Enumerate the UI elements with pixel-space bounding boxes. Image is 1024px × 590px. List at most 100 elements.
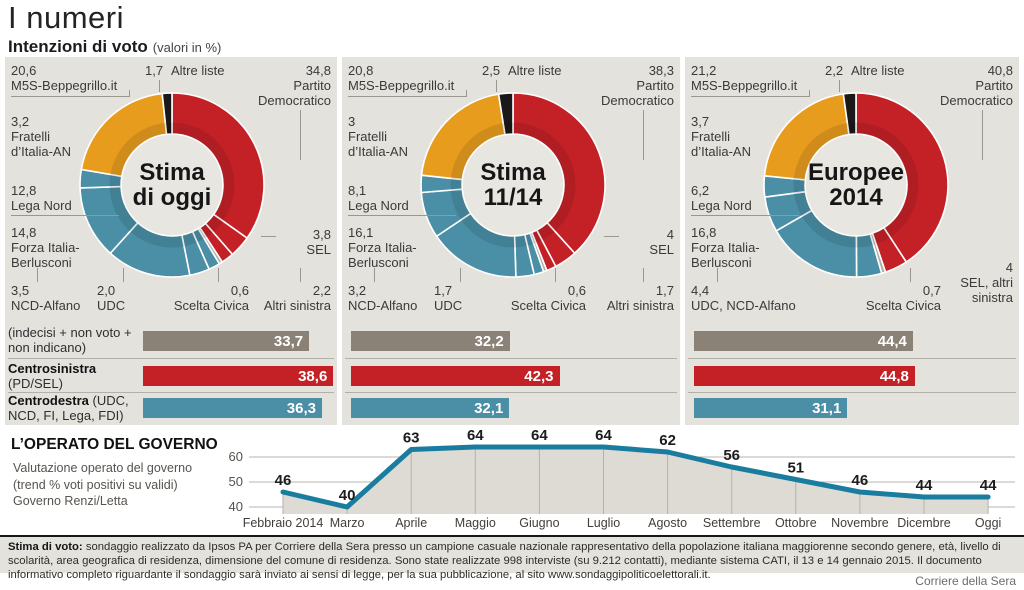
callout-scelta-civica: 0,7 Scelta Civica xyxy=(855,267,941,313)
donut-svg xyxy=(420,92,606,278)
donut-chart: Stima di oggi xyxy=(67,80,277,290)
callout-udc: 2,0 UDC xyxy=(97,267,153,313)
callout-altre-liste: 1,7 Altre liste xyxy=(145,63,225,93)
svg-text:Ottobre: Ottobre xyxy=(775,516,817,530)
callout-altre-liste: 2,2 Altre liste xyxy=(825,63,905,93)
callout-pd: 34,8 Partito Democratico xyxy=(219,63,331,161)
donut-panel-europee-2014: Europee 2014 21,2 M5S-Beppegrillo.it 2,2… xyxy=(685,57,1019,425)
page-title: I numeri xyxy=(8,0,124,35)
svg-text:44: 44 xyxy=(980,477,997,494)
svg-text:40: 40 xyxy=(229,499,243,514)
callout-scelta-civica: 0,6 Scelta Civica xyxy=(163,267,249,313)
callout-lega: 8,1 Lega Nord xyxy=(348,183,456,217)
bar-label-centrodestra: Centrodestra (UDC, NCD, FI, Lega, FDI) xyxy=(8,393,129,423)
bar-value: 32,2 xyxy=(474,332,504,350)
svg-text:Aprile: Aprile xyxy=(395,516,427,530)
footer-text: sondaggio realizzato da Ipsos PA per Cor… xyxy=(8,541,1001,582)
svg-text:60: 60 xyxy=(229,449,243,464)
bar-value: 38,6 xyxy=(298,367,328,385)
svg-text:Agosto: Agosto xyxy=(648,516,687,530)
separator xyxy=(688,392,1016,393)
svg-text:50: 50 xyxy=(229,474,243,489)
callout-pd: 38,3 Partito Democratico xyxy=(562,63,674,161)
chart-title: Intenzioni di voto (valori in %) xyxy=(8,37,221,57)
bar-value: 44,4 xyxy=(877,332,907,350)
footer-lead: Stima di voto: xyxy=(8,541,83,553)
bar-indecisi: 33,7 xyxy=(143,331,310,351)
separator xyxy=(8,358,334,359)
callout-m5s: 20,8 M5S-Beppegrillo.it xyxy=(348,63,518,98)
svg-text:Maggio: Maggio xyxy=(455,516,496,530)
svg-text:Novembre: Novembre xyxy=(831,516,889,530)
government-approval-panel: L’OPERATO DEL GOVERNO Valutazione operat… xyxy=(5,428,1019,532)
svg-text:62: 62 xyxy=(659,432,676,449)
svg-text:63: 63 xyxy=(403,430,420,447)
callout-fi: 16,8 Forza Italia-Berlusconi xyxy=(691,225,760,271)
callout-fi: 16,1 Forza Italia-Berlusconi xyxy=(348,225,417,271)
callout-altre-liste: 2,5 Altre liste xyxy=(482,63,562,93)
callout-altri-sinistra: 1,7 Altri sinistra xyxy=(584,267,674,313)
bar-centrosinistra: 38,6 xyxy=(143,366,334,386)
chart-title-note: (valori in %) xyxy=(152,40,222,55)
bar-centrodestra: 32,1 xyxy=(351,398,510,418)
bar-centrosinistra: 42,3 xyxy=(351,366,560,386)
callout-m5s: 21,2 M5S-Beppegrillo.it xyxy=(691,63,861,98)
callout-lega: 12,8 Lega Nord xyxy=(11,183,119,217)
svg-text:56: 56 xyxy=(723,447,740,464)
bar-value: 32,1 xyxy=(474,399,504,417)
bar-indecisi: 32,2 xyxy=(351,331,510,351)
methodology-note: Stima di voto: sondaggio realizzato da I… xyxy=(0,535,1024,581)
gov-chart-subtitle: Valutazione operato del governo (trend %… xyxy=(13,461,193,508)
separator xyxy=(345,358,677,359)
separator xyxy=(8,392,334,393)
svg-text:Settembre: Settembre xyxy=(703,516,761,530)
donut-panel-stima-1114: Stima 11/14 20,8 M5S-Beppegrillo.it 2,5 … xyxy=(342,57,680,425)
callout-fdi: 3,2 Fratelli d’Italia-AN xyxy=(11,114,71,160)
bar-value: 33,7 xyxy=(273,332,304,350)
bar-centrodestra: 36,3 xyxy=(143,398,322,418)
callout-sel: 3,8 SEL xyxy=(261,227,331,257)
callout-scelta-civica: 0,6 Scelta Civica xyxy=(500,267,586,313)
svg-text:40: 40 xyxy=(339,487,356,504)
bar-indecisi: 44,4 xyxy=(694,331,913,351)
separator xyxy=(345,392,677,393)
svg-text:64: 64 xyxy=(595,428,612,444)
svg-text:Luglio: Luglio xyxy=(587,516,620,530)
callout-udc-ncd: 4,4 UDC, NCD-Alfano xyxy=(691,267,841,313)
callout-udc: 1,7 UDC xyxy=(434,267,490,313)
svg-text:Giugno: Giugno xyxy=(519,516,559,530)
donut-chart: Europee 2014 xyxy=(751,80,961,290)
svg-text:Marzo: Marzo xyxy=(330,516,365,530)
svg-text:Dicembre: Dicembre xyxy=(897,516,951,530)
svg-text:Febbraio 2014: Febbraio 2014 xyxy=(243,516,324,530)
donut-center-label: Stima di oggi xyxy=(132,158,212,211)
svg-text:64: 64 xyxy=(467,428,484,444)
svg-text:Oggi: Oggi xyxy=(975,516,1001,530)
bar-value: 44,8 xyxy=(879,367,909,385)
gov-chart-title: L’OPERATO DEL GOVERNO xyxy=(11,436,218,453)
separator xyxy=(688,358,1016,359)
bar-value: 31,1 xyxy=(812,399,842,417)
callout-ncd: 3,5 NCD-Alfano xyxy=(11,267,103,313)
svg-text:51: 51 xyxy=(787,460,804,477)
bar-value: 36,3 xyxy=(286,399,316,417)
bar-centrodestra: 31,1 xyxy=(694,398,848,418)
bar-label-indecisi: (indecisi + non voto + non indicano) xyxy=(8,325,132,355)
svg-text:46: 46 xyxy=(852,472,869,489)
donut-center-label: Stima 11/14 xyxy=(480,158,546,211)
donut-panel-stima-oggi: Stima di oggi 20,6 M5S-Beppegrillo.it 1,… xyxy=(5,57,337,425)
svg-text:64: 64 xyxy=(531,428,548,444)
callout-lega: 6,2 Lega Nord xyxy=(691,183,799,217)
callout-fdi: 3 Fratelli d’Italia-AN xyxy=(348,114,408,160)
callout-sel-altri: 4 SEL, altri sinistra xyxy=(960,260,1013,306)
bar-label-centrosinistra: Centrosinistra (PD/SEL) xyxy=(8,361,97,391)
source-credit: Corriere della Sera xyxy=(915,574,1016,588)
chart-title-text: Intenzioni di voto xyxy=(8,37,148,56)
donut-center-label: Europee 2014 xyxy=(807,158,905,211)
callout-altri-sinistra: 2,2 Altri sinistra xyxy=(241,267,331,313)
callout-fi: 14,8 Forza Italia-Berlusconi xyxy=(11,225,80,271)
callout-ncd: 3,2 NCD-Alfano xyxy=(348,267,440,313)
bar-value: 42,3 xyxy=(524,367,554,385)
